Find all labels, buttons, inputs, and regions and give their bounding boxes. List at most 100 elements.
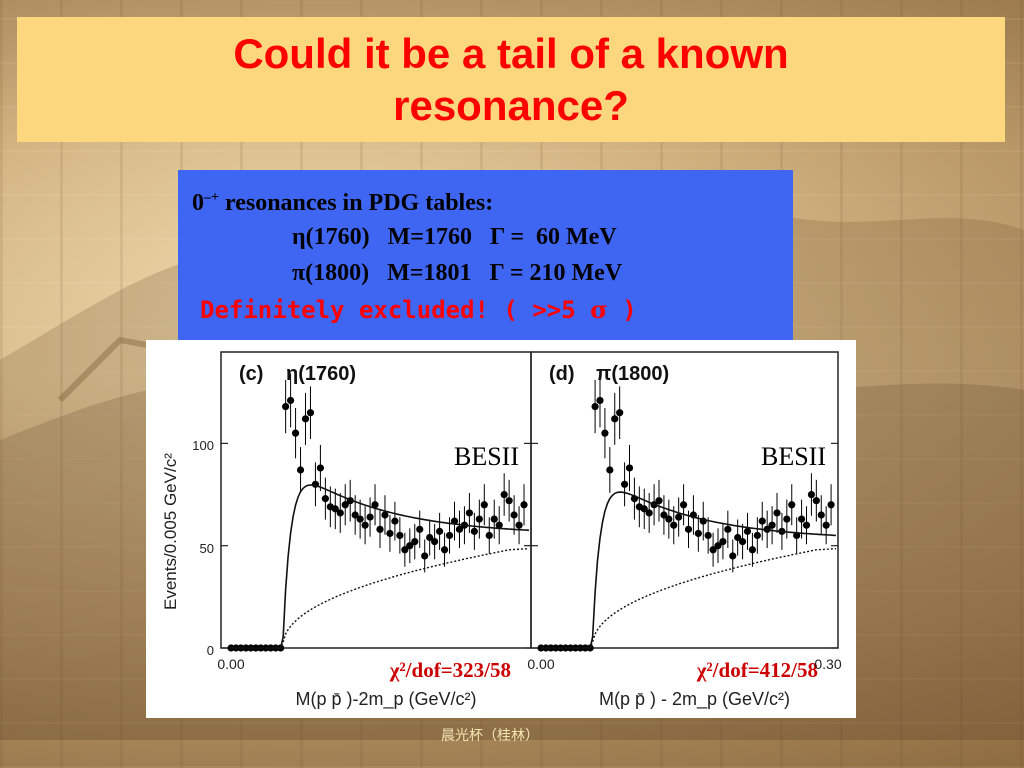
data-point	[773, 509, 781, 517]
data-point	[655, 497, 663, 505]
data-point	[505, 497, 513, 505]
data-point	[515, 521, 523, 529]
data-point	[616, 409, 624, 417]
resonance-row-pi: π(1800) M=1801 Γ = 210 MeV	[192, 255, 779, 291]
data-point	[743, 527, 752, 535]
background-curve	[231, 548, 530, 649]
data-point	[500, 490, 508, 499]
resonance-width: Γ = 210 MeV	[489, 260, 623, 286]
data-point	[714, 542, 722, 550]
data-point	[485, 531, 493, 540]
resonance-row-eta: η(1760) M=1760 Γ = 60 MeV	[192, 219, 779, 255]
heading-text: resonances in PDG tables:	[218, 190, 494, 216]
data-point	[679, 501, 688, 509]
heading-prefix: 0	[192, 190, 204, 216]
data-point	[455, 525, 464, 533]
data-point	[817, 511, 825, 519]
resonance-name: (1800)	[305, 260, 370, 286]
data-point	[788, 501, 796, 509]
title-banner: Could it be a tail of a known resonance?	[17, 17, 1005, 142]
panel-tag: (d)	[549, 363, 575, 385]
excluded-text: Definitely excluded! ( >>5	[200, 296, 591, 324]
plot-panel-c: (c) η(1760) BESII χ²/dof=323/58 0.00 M(p p̄ )…	[217, 351, 532, 710]
data-point	[445, 531, 454, 540]
data-point	[436, 527, 444, 535]
data-point	[321, 495, 329, 503]
data-point	[351, 511, 359, 519]
data-point	[371, 501, 379, 509]
data-point	[640, 505, 648, 513]
data-point	[625, 464, 634, 472]
data-point	[450, 517, 459, 525]
resonance-mass: M=1801	[387, 260, 472, 286]
data-point	[802, 521, 811, 529]
excluded-close: )	[607, 296, 637, 324]
data-point	[591, 402, 599, 411]
data-point	[366, 513, 374, 521]
data-point	[606, 466, 614, 474]
panel-resonance-label: η(1760)	[286, 363, 356, 385]
y-tick-50: 50	[200, 541, 214, 556]
data-point	[465, 509, 473, 517]
y-tick-0: 0	[207, 643, 214, 658]
data-point	[620, 480, 629, 488]
y-tick-100: 100	[192, 438, 214, 453]
data-point	[694, 529, 702, 538]
data-point	[421, 552, 429, 560]
data-point	[480, 501, 488, 509]
x-axis-label: M(p p̄ )-2m_p (GeV/c²)	[295, 689, 476, 710]
data-point	[282, 402, 290, 411]
data-point	[475, 515, 483, 523]
data-point	[386, 529, 394, 538]
experiment-label: BESII	[454, 442, 519, 471]
resonance-symbol: π	[292, 260, 306, 286]
excluded-statement: Definitely excluded! ( >>5 σ )	[192, 293, 779, 327]
data-point	[426, 533, 434, 542]
data-point	[807, 490, 816, 499]
data-point	[783, 515, 791, 523]
data-point	[822, 521, 830, 529]
data-point	[401, 546, 409, 554]
data-point	[812, 497, 820, 505]
data-point	[665, 515, 673, 523]
data-point	[709, 546, 717, 554]
data-point	[361, 521, 369, 529]
data-point	[748, 546, 757, 554]
y-axis-label: Events/0.005 GeV/c²	[161, 453, 180, 610]
data-point	[495, 521, 503, 529]
data-point	[704, 531, 712, 540]
data-point	[356, 515, 364, 523]
background-curve	[541, 548, 837, 649]
data-point	[596, 396, 604, 405]
panel-tag: (c)	[239, 363, 263, 385]
data-point	[645, 509, 653, 517]
data-point	[729, 552, 737, 560]
data-point	[440, 546, 449, 554]
experiment-label: BESII	[761, 442, 826, 471]
resonance-mass: M=1760	[387, 224, 472, 250]
footer-text: 晨光杯（桂林）	[441, 728, 539, 744]
data-point	[719, 538, 727, 546]
data-point	[758, 517, 766, 525]
data-point	[738, 538, 747, 546]
data-point	[510, 511, 518, 519]
sigma-symbol: σ	[590, 295, 608, 324]
data-point	[336, 509, 344, 517]
slide-title: Could it be a tail of a known resonance?	[233, 29, 789, 129]
panel-resonance-label: π(1800)	[596, 363, 669, 385]
data-point	[396, 531, 404, 540]
plot-panel-d: (d) π(1800) BESII χ²/dof=412/58 0.00 0.30 M(p …	[527, 351, 842, 710]
data-point	[306, 409, 315, 417]
fit-plots-figure: Events/0.005 GeV/c² 0 50 100 (c) η(1760) B…	[146, 340, 856, 718]
data-point	[291, 429, 300, 437]
data-point	[768, 521, 776, 529]
x-tick-030: 0.30	[814, 656, 841, 672]
pdg-heading: 0–+ resonances in PDG tables:	[192, 182, 779, 219]
data-point	[753, 531, 761, 540]
resonance-symbol: η	[292, 224, 306, 250]
fit-plots-svg: Events/0.005 GeV/c² 0 50 100 (c) η(1760) B…	[161, 351, 842, 710]
data-point	[411, 538, 419, 546]
plot-frame	[530, 351, 839, 649]
data-point	[296, 466, 305, 474]
data-point	[675, 513, 683, 521]
